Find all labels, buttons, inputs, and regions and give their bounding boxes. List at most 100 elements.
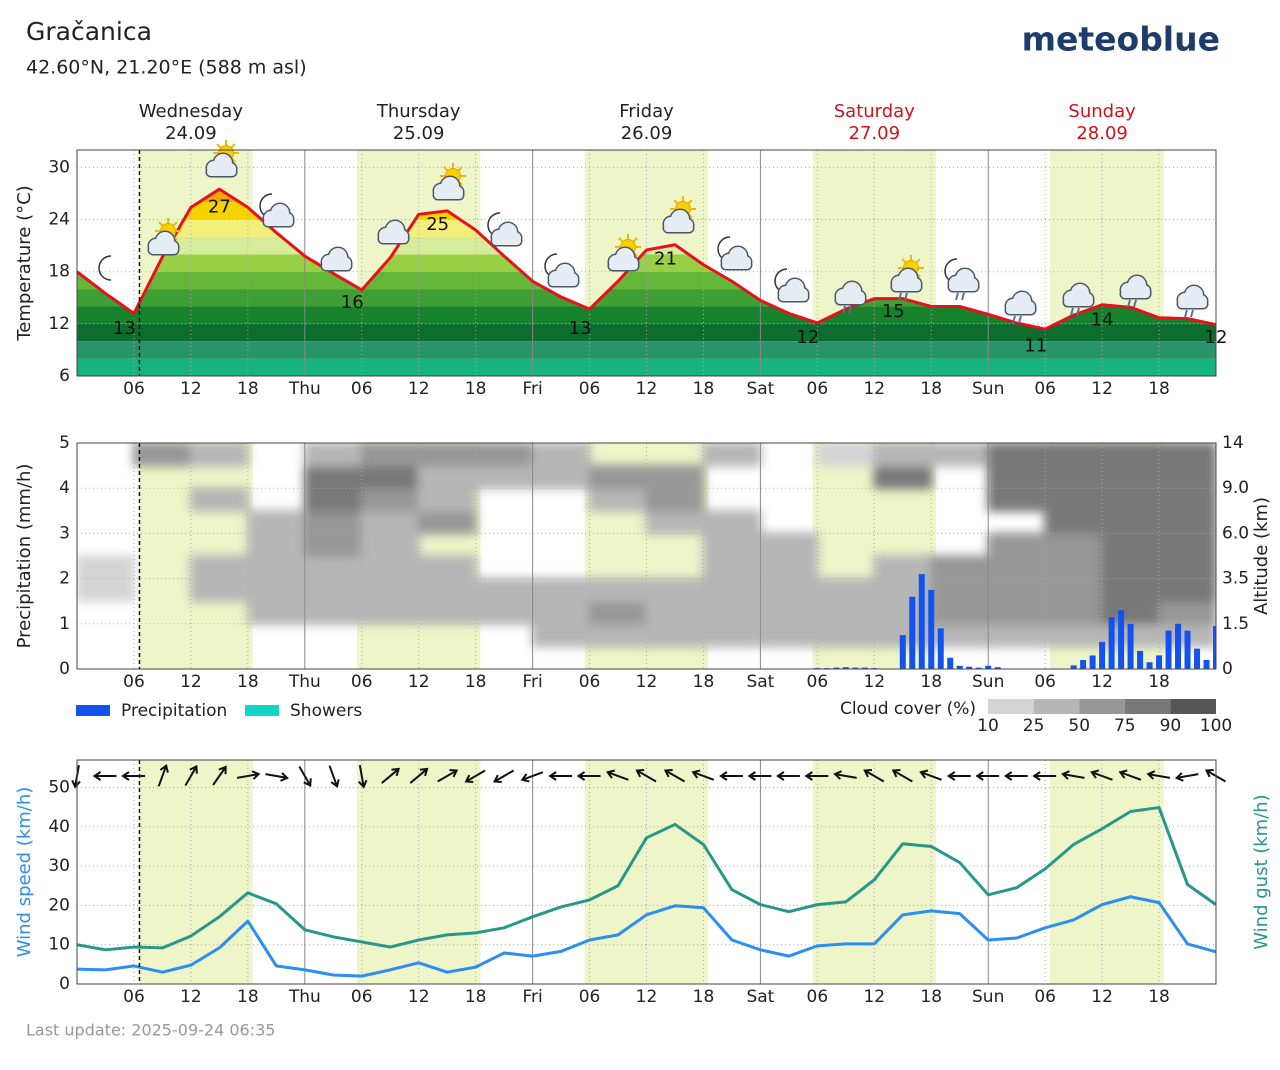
- cloud-cell: [1044, 600, 1104, 625]
- cloud-cell: [1044, 577, 1104, 603]
- temperature-label: 14: [1091, 309, 1114, 330]
- y-tick-label: 0: [59, 974, 70, 994]
- x-tick-label: 06: [123, 672, 145, 692]
- cloud-cell: [588, 577, 648, 603]
- bar: [1080, 659, 1087, 669]
- x-tick-label: Fri: [522, 379, 542, 399]
- cloud-cell: [1158, 487, 1216, 512]
- temperature-label: 12: [796, 327, 819, 348]
- cloud-cell: [531, 577, 591, 603]
- wind-arrow: [605, 769, 629, 781]
- temperature-label: 27: [208, 196, 231, 217]
- cloud-legend-tick: 75: [1114, 716, 1136, 736]
- y2-axis-label: Wind gust (km/h): [1251, 794, 1272, 949]
- plot-frame: [76, 149, 1217, 377]
- wind-arrow: [1118, 769, 1142, 781]
- day-name: Thursday: [376, 101, 461, 122]
- x-tick-label: 12: [1091, 672, 1113, 692]
- y-tick-label: 4: [59, 478, 70, 498]
- cloud-cell: [1101, 577, 1161, 603]
- wind-arrow: [520, 771, 544, 783]
- bar: [975, 667, 982, 669]
- y-tick-label: 20: [48, 895, 70, 915]
- wind-arrow: [298, 765, 312, 788]
- temperature-label: 21: [654, 249, 677, 270]
- cloud-cell: [588, 600, 648, 625]
- wind-arrow: [804, 771, 829, 781]
- cloud-cell: [702, 443, 762, 467]
- cloud-cell: [1158, 532, 1216, 557]
- cloud-cell: [645, 622, 705, 648]
- cloud-cell: [645, 509, 705, 535]
- cloud-legend-tick: 90: [1160, 716, 1182, 736]
- x-tick-label: 12: [1091, 987, 1113, 1007]
- series-line: [77, 895, 1216, 978]
- cloud-cell: [417, 464, 477, 490]
- wind-arrow: [747, 771, 772, 781]
- cloud-cell: [930, 555, 990, 580]
- cloud-cell: [531, 464, 591, 490]
- x-tick-label: 12: [636, 672, 658, 692]
- cloud-cell: [645, 487, 705, 512]
- cloud-cell: [474, 577, 534, 603]
- y-tick-label: 24: [48, 210, 70, 230]
- bar: [1203, 659, 1210, 669]
- y-tick-label: 3: [59, 523, 70, 543]
- cloud-cell: [816, 622, 876, 648]
- x-tick-label: 12: [863, 672, 885, 692]
- cloud-cell: [1101, 532, 1161, 557]
- x-tick-label: 06: [351, 987, 373, 1007]
- location: Gračanica: [26, 17, 152, 46]
- y-tick-label: 40: [48, 817, 70, 837]
- cloud-cell: [702, 509, 762, 535]
- x-tick-label: 18: [1148, 379, 1170, 399]
- x-tick-label: 06: [351, 379, 373, 399]
- x-tick-label: 06: [807, 672, 829, 692]
- legend-swatch: [245, 705, 279, 716]
- day-date: 27.09: [849, 123, 901, 144]
- day-name: Friday: [619, 101, 674, 122]
- temperature-label: 16: [341, 292, 364, 313]
- bar: [985, 665, 992, 669]
- cloud-cell: [132, 443, 192, 467]
- cloud-cell: [702, 622, 762, 648]
- bar: [899, 635, 906, 669]
- x-tick-label: 18: [465, 379, 487, 399]
- x-tick-label: 12: [408, 379, 430, 399]
- wind-arrow: [833, 770, 857, 780]
- x-tick-label: Sat: [746, 987, 774, 1007]
- cloud-cell: [987, 487, 1047, 512]
- series-line: [77, 806, 1216, 952]
- cloud-legend-swatch: [988, 699, 1034, 714]
- day-date: 25.09: [393, 123, 445, 144]
- cloud-cell: [816, 443, 876, 467]
- x-tick-label: 18: [693, 987, 715, 1007]
- cloud-cell: [702, 600, 762, 625]
- y2-tick-label: 14: [1222, 433, 1244, 453]
- y-axis-label: Wind speed (km/h): [14, 787, 35, 958]
- cloud-cell: [987, 577, 1047, 603]
- x-tick-label: 06: [579, 987, 601, 1007]
- bar: [1099, 641, 1106, 669]
- cloud-cell: [873, 464, 933, 490]
- legend-label: Precipitation: [121, 701, 227, 721]
- wind-arrow: [548, 771, 573, 781]
- cloud-cell: [816, 600, 876, 625]
- cloud-cell: [759, 555, 819, 580]
- bar: [1213, 626, 1216, 669]
- cloud-cell: [303, 509, 363, 535]
- cloud-cell: [987, 622, 1047, 648]
- cloud-cell: [189, 555, 249, 580]
- cloud-cell: [417, 555, 477, 580]
- cloud-cell: [930, 600, 990, 625]
- cloud-cell: [1158, 509, 1216, 535]
- wind-arrow: [1061, 770, 1085, 780]
- plot-area: [77, 150, 1216, 376]
- cloud-cell: [1044, 464, 1104, 490]
- x-tick-label: 06: [123, 379, 145, 399]
- x-tick-label: 12: [180, 987, 202, 1007]
- wind-arrow: [328, 765, 340, 789]
- cloud-cell: [474, 600, 534, 625]
- day-date: 26.09: [621, 123, 673, 144]
- cloud-cell: [1101, 443, 1161, 467]
